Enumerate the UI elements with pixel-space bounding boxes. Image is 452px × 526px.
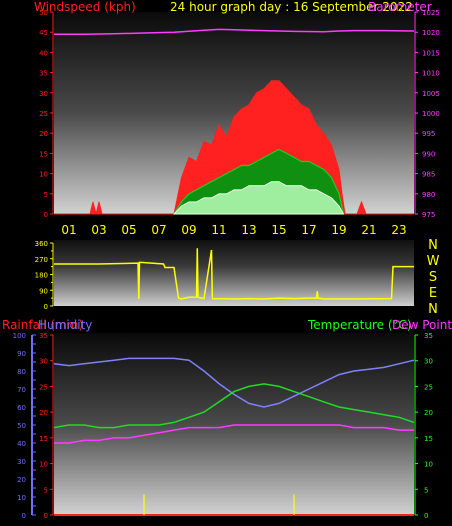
barometer-tick-label: 995 xyxy=(422,130,435,138)
humidity-tick-label: 30 xyxy=(17,458,26,466)
direction-tick-label: 90 xyxy=(39,287,48,295)
direction-letters: N W S E N xyxy=(427,238,440,317)
hour-label: 13 xyxy=(241,223,256,237)
barometer-tick-label: 975 xyxy=(422,211,435,219)
direction-series-layer xyxy=(54,248,414,300)
humidity-tick-label: 100 xyxy=(13,332,26,340)
direction-tick-label: 0 xyxy=(44,303,48,311)
direction-tick-label: 270 xyxy=(35,256,48,264)
direction-letter-n2: N xyxy=(428,302,438,317)
wind-direction-line xyxy=(54,248,414,300)
windspeed-tick-label: 5 xyxy=(44,191,48,199)
rainfall-tick-label: 0 xyxy=(44,512,48,520)
humidity-tick-label: 40 xyxy=(17,440,26,448)
humidity-tick-label: 80 xyxy=(17,368,26,376)
barometer-axis-title: Barometer xyxy=(368,0,432,14)
temperature-tick-label: 25 xyxy=(424,383,433,391)
temperature-tick-label: 30 xyxy=(424,358,433,366)
temperature-axis-title: Temperature (°C) xyxy=(307,318,412,332)
barometer-tick-label: 1000 xyxy=(422,110,440,118)
barometer-tick-label: 1020 xyxy=(422,29,440,37)
humidity-tick-label: 10 xyxy=(17,494,26,502)
humidity-axis-title: Humidity xyxy=(38,318,92,332)
humidity-tick-label: 20 xyxy=(17,476,26,484)
hour-label: 15 xyxy=(271,223,286,237)
barometer-line xyxy=(54,28,415,35)
temperature-line xyxy=(53,383,415,429)
temperature-tick-label: 15 xyxy=(424,435,433,443)
barometer-tick-label: 1025 xyxy=(422,9,440,17)
rainfall-tick-label: 30 xyxy=(39,358,48,366)
windspeed-tick-label: 40 xyxy=(39,49,48,57)
hour-label: 07 xyxy=(151,223,166,237)
windspeed-tick-label: 35 xyxy=(39,70,48,78)
temperature-tick-label: 0 xyxy=(424,512,428,520)
barometer-tick-label: 1015 xyxy=(422,49,440,57)
direction-panel-background xyxy=(54,240,414,306)
hour-label: 17 xyxy=(301,223,316,237)
rainfall-tick-label: 35 xyxy=(39,332,48,340)
direction-tick-label: 180 xyxy=(35,272,48,280)
hour-label: 19 xyxy=(331,223,346,237)
hour-labels: 01 03 05 07 09 11 13 15 17 19 21 23 xyxy=(61,223,406,237)
windspeed-tick-label: 30 xyxy=(39,90,48,98)
hour-label: 05 xyxy=(121,223,136,237)
rainfall-tick-label: 15 xyxy=(39,435,48,443)
dewpoint-line xyxy=(54,424,414,444)
dewpoint-axis-title: Dew Point xyxy=(392,318,452,332)
barometer-tick-label: 985 xyxy=(422,171,435,179)
humidity-tick-label: 60 xyxy=(17,404,26,412)
direction-letter-n: N xyxy=(428,238,438,253)
rainfall-tick-label: 20 xyxy=(39,409,48,417)
hour-label: 11 xyxy=(211,223,226,237)
humidity-tick-label: 50 xyxy=(17,422,26,430)
humidity-tick-label: 0 xyxy=(22,512,26,520)
hour-label: 09 xyxy=(181,223,196,237)
hour-label: 21 xyxy=(361,223,376,237)
barometer-tick-label: 990 xyxy=(422,150,435,158)
temperature-tick-label: 35 xyxy=(424,332,433,340)
windspeed-tick-label: 20 xyxy=(39,130,48,138)
lower-series-layer xyxy=(53,357,415,516)
axes-layer: 0510152025303540455097598098599099510001… xyxy=(13,9,440,520)
windspeed-axis-title: Windspeed (kph) xyxy=(34,0,136,14)
temperature-tick-label: 10 xyxy=(424,461,433,469)
humidity-tick-label: 90 xyxy=(17,350,26,358)
rainfall-tick-label: 25 xyxy=(39,383,48,391)
direction-letter-e: E xyxy=(429,286,437,301)
chart-title: 24 hour graph day : 16 September 2022 xyxy=(170,0,413,14)
direction-tick-label: 360 xyxy=(35,240,48,248)
windspeed-tick-label: 10 xyxy=(39,171,48,179)
wind-series-layer xyxy=(54,28,415,215)
rainfall-axis-title: Rainfall (mm) xyxy=(2,318,83,332)
barometer-tick-label: 1005 xyxy=(422,90,440,98)
average-wind-area xyxy=(173,181,345,215)
hour-label: 23 xyxy=(391,223,406,237)
direction-letter-s: S xyxy=(429,270,437,285)
temperature-tick-label: 20 xyxy=(424,409,433,417)
temperature-tick-label: 5 xyxy=(424,486,428,494)
windspeed-tick-label: 50 xyxy=(39,9,48,17)
windspeed-tick-label: 25 xyxy=(39,110,48,118)
windspeed-tick-label: 0 xyxy=(44,211,48,219)
lower-panel-background xyxy=(54,333,414,515)
hour-label: 03 xyxy=(91,223,106,237)
humidity-line xyxy=(53,357,415,408)
direction-letter-w: W xyxy=(427,254,440,269)
windspeed-tick-label: 15 xyxy=(39,150,48,158)
rainfall-tick-label: 10 xyxy=(39,461,48,469)
windspeed-tick-label: 45 xyxy=(39,29,48,37)
hour-label: 01 xyxy=(61,223,76,237)
barometer-tick-label: 1010 xyxy=(422,70,440,78)
humidity-tick-label: 70 xyxy=(17,386,26,394)
rainfall-tick-label: 5 xyxy=(44,486,48,494)
barometer-tick-label: 980 xyxy=(422,191,435,199)
